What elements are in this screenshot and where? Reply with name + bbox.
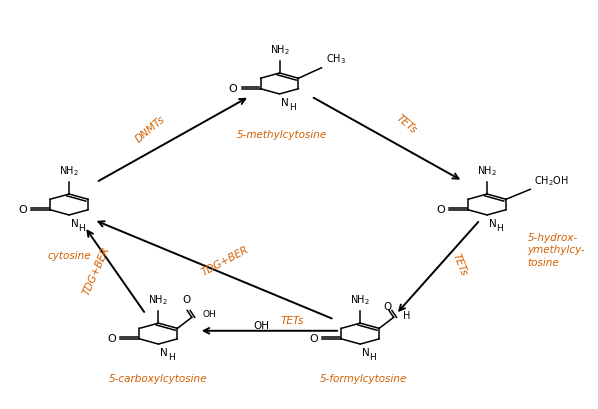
Text: NH$_2$: NH$_2$ bbox=[477, 164, 497, 178]
Text: O: O bbox=[18, 205, 27, 215]
Text: TETs: TETs bbox=[451, 252, 469, 278]
Text: NH$_2$: NH$_2$ bbox=[59, 164, 79, 178]
Text: H: H bbox=[78, 224, 85, 233]
Text: 5-hydrox-
ymethylcy-
tosine: 5-hydrox- ymethylcy- tosine bbox=[527, 233, 585, 267]
Text: NH$_2$: NH$_2$ bbox=[270, 43, 289, 56]
Text: DNMTs: DNMTs bbox=[133, 115, 166, 145]
Text: NH$_2$: NH$_2$ bbox=[148, 293, 169, 307]
Text: N: N bbox=[362, 348, 370, 358]
Text: 5-methylcytosine: 5-methylcytosine bbox=[237, 130, 328, 140]
Text: H: H bbox=[289, 103, 295, 112]
Text: O: O bbox=[182, 295, 190, 305]
Text: H: H bbox=[496, 224, 503, 233]
Text: 5-carboxylcytosine: 5-carboxylcytosine bbox=[109, 374, 208, 384]
Text: 5-formylcytosine: 5-formylcytosine bbox=[319, 374, 407, 384]
Text: N: N bbox=[489, 219, 497, 229]
Text: CH$_3$: CH$_3$ bbox=[326, 52, 346, 66]
Text: N: N bbox=[71, 219, 79, 229]
Text: TDG+BER: TDG+BER bbox=[200, 244, 250, 278]
Text: NH$_2$: NH$_2$ bbox=[350, 293, 370, 307]
Text: N: N bbox=[282, 98, 289, 108]
Text: O: O bbox=[309, 334, 318, 344]
Text: O: O bbox=[108, 334, 116, 344]
Text: OH: OH bbox=[253, 321, 269, 330]
Text: O: O bbox=[384, 302, 392, 312]
Text: O: O bbox=[436, 205, 445, 215]
Text: TETs: TETs bbox=[280, 317, 304, 326]
Text: TETs: TETs bbox=[394, 112, 419, 135]
Text: TDG+BER: TDG+BER bbox=[81, 245, 112, 297]
Text: H: H bbox=[168, 353, 175, 362]
Text: CH$_2$OH: CH$_2$OH bbox=[533, 174, 569, 188]
Text: O: O bbox=[228, 84, 237, 94]
Text: H: H bbox=[403, 311, 410, 321]
Text: H: H bbox=[370, 353, 376, 362]
Text: OH: OH bbox=[202, 310, 216, 319]
Text: N: N bbox=[160, 348, 168, 358]
Text: cytosine: cytosine bbox=[47, 251, 91, 261]
